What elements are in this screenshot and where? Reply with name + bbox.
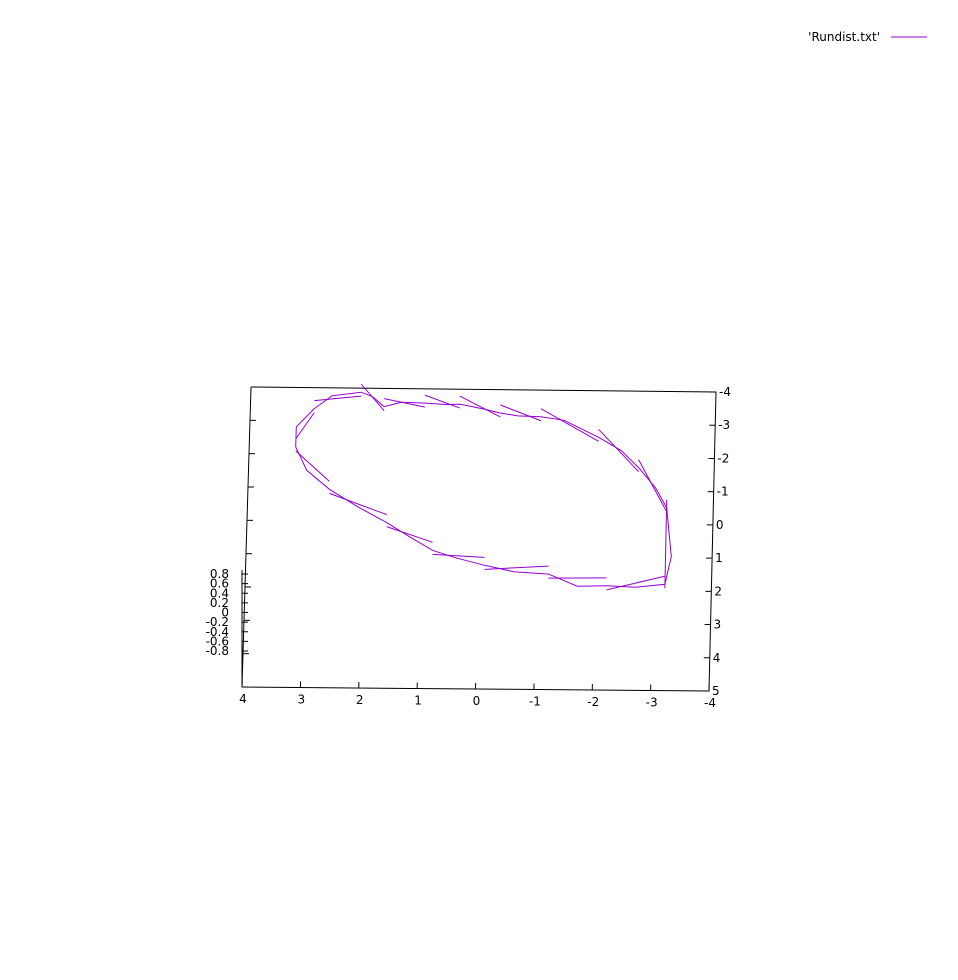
z-tick-label: -0.4 [206,625,229,639]
z-tick-label: 0.6 [210,577,229,591]
base-frame [241,386,717,692]
x-tick-label: 4 [239,692,247,706]
y-tick-label: 4 [713,651,721,665]
series-mesh-segment [295,412,315,440]
series-mesh-segment [384,398,426,408]
x-tick-label: -4 [704,696,716,710]
series-mesh-segment [606,575,665,591]
x-tick-label: -1 [529,695,541,709]
x-tick-label: 2 [356,693,364,707]
x-tick-label: 0 [473,694,481,708]
series-mesh-segment [500,404,542,422]
z-tick-label: -0.8 [206,644,229,658]
series-mesh-segment [484,565,549,570]
series-mesh-segment [540,408,599,442]
series-line-0 [295,391,672,588]
series-mesh-segment [295,450,330,482]
z-tick-label: 0.2 [210,596,229,610]
z-tick-label: -0.6 [206,634,229,648]
z-tick-label: 0.4 [210,586,229,600]
x-tick-label: -2 [587,695,599,709]
x-tick-label: 1 [414,694,422,708]
legend-entry-label: 'Rundist.txt' [808,30,880,44]
legend: 'Rundist.txt' [808,30,927,44]
z-tick-label: -0.2 [206,615,229,629]
y-axis-ticks: -4 -3 -2 -1 0 1 2 3 4 5 [242,385,731,698]
y-tick-label: 1 [715,551,723,565]
z-tick-label: 0 [221,606,229,620]
series-mesh-segment [664,499,668,589]
x-tick-label: 3 [298,693,306,707]
y-tick-label: -3 [718,418,730,432]
series-mesh-segment [459,395,501,418]
y-tick-label: 5 [712,684,720,698]
x-axis-ticks: 4 3 2 1 0 -1 -2 -3 -4 [239,680,716,710]
series-mesh-segment [329,492,387,516]
y-tick-label: 3 [714,618,722,632]
series-mesh-segment [424,394,460,409]
series-mesh-segment [598,428,639,472]
z-tick-label: 0.8 [210,567,229,581]
y-tick-label: -2 [717,451,729,465]
series-mesh-segment [432,553,485,558]
series-mesh-segment [386,526,433,543]
x-tick-label: -3 [646,696,658,710]
series-mesh-segment [638,459,668,513]
plot-frame [241,386,717,692]
y-tick-label: 2 [714,584,722,598]
y-tick-label: -4 [719,385,731,399]
series-mesh-segment [360,383,385,411]
z-axis-ticks: 0.80.60.40.20-0.2-0.4-0.6-0.8 [206,567,248,658]
y-tick-label: -1 [717,485,729,499]
series-rundist [295,383,672,591]
y-tick-label: 0 [716,518,724,532]
series-mesh-segment [314,395,362,402]
